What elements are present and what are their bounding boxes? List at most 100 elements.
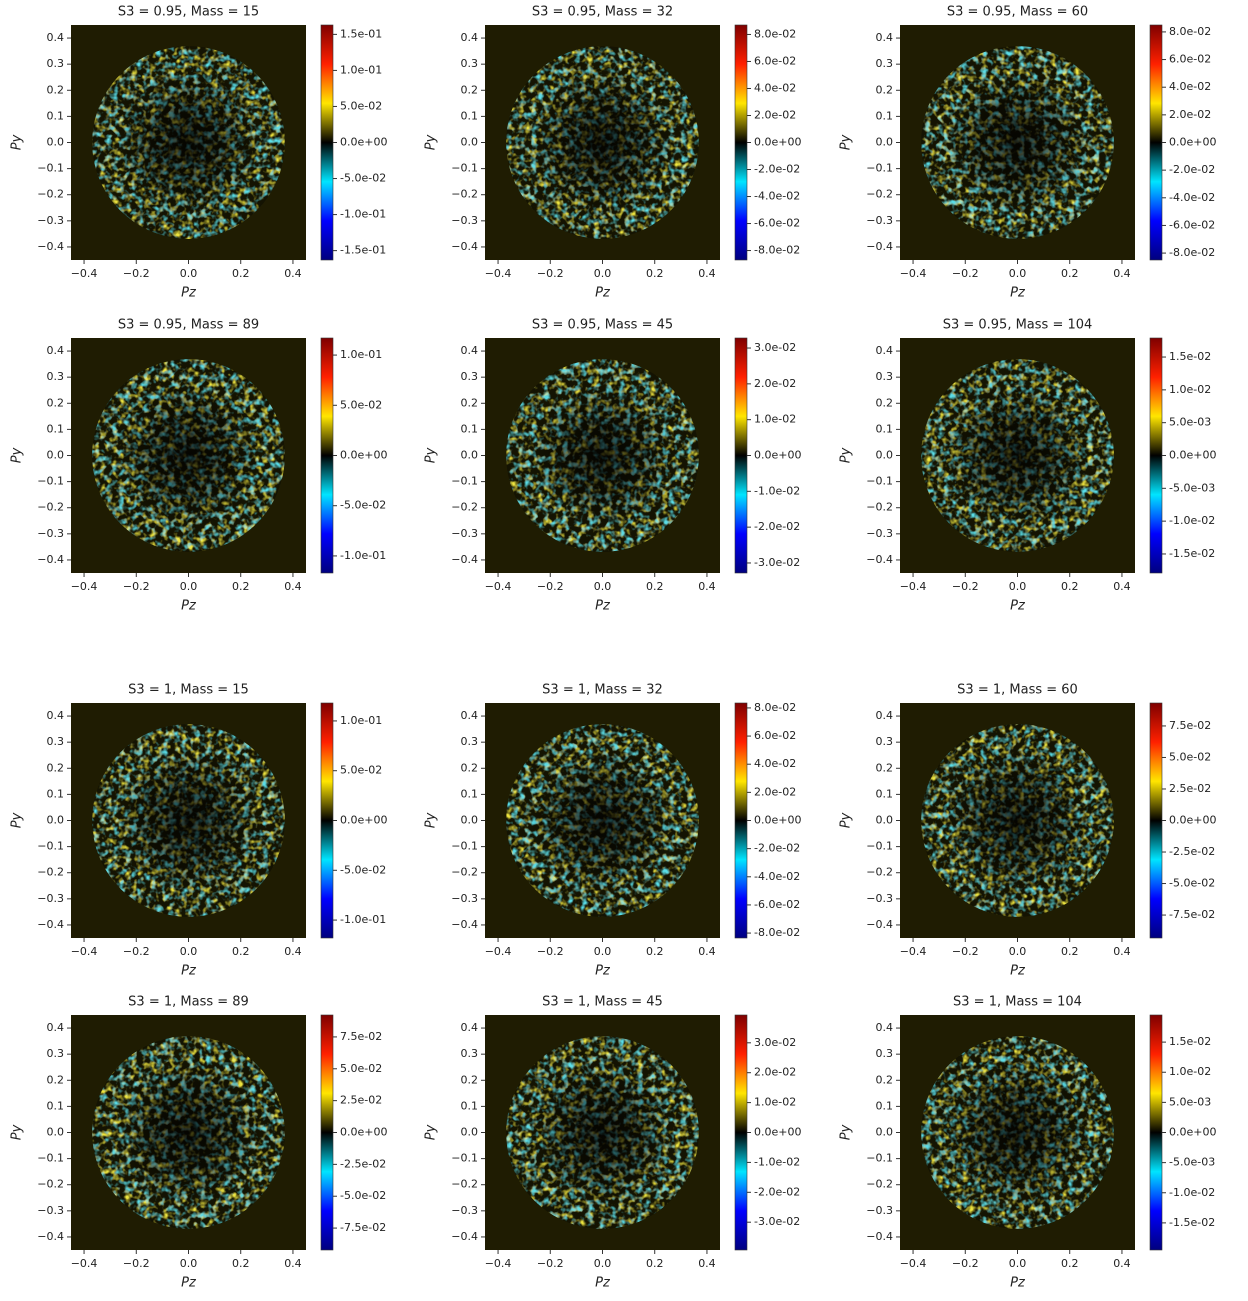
y-tick-label: −0.3 [866, 527, 893, 540]
x-tick-label: −0.4 [71, 580, 98, 593]
y-tick-label: −0.1 [451, 840, 478, 853]
x-tick-label: −0.4 [485, 267, 512, 280]
colorbar-tick-label: -2.0e-02 [1169, 163, 1215, 176]
panel-title: S3 = 0.95, Mass = 15 [118, 5, 259, 20]
colorbar-tick-label: -2.5e-02 [340, 1157, 386, 1170]
x-tick-label: 0.0 [1009, 580, 1027, 593]
panel: S3 = 0.95, Mass = 104 −0.4 −0.2 0.0 0.2 0.4 −0… [839, 318, 1217, 614]
colorbar-tick-label: 0.0e+00 [754, 1126, 801, 1139]
y-tick-label: 0.4 [876, 31, 894, 44]
x-tick-label: 0.4 [1113, 267, 1131, 280]
colorbar-tick-label: -8.0e-02 [754, 244, 800, 257]
colorbar-tick-label: -6.0e-02 [754, 898, 800, 911]
colorbar-tick-label: -4.0e-02 [754, 870, 800, 883]
colorbar-tick-label: -2.5e-02 [1169, 845, 1215, 858]
colorbar-tick-label: 1.0e-01 [340, 348, 382, 361]
y-tick-label: 0.3 [461, 1047, 479, 1060]
disk-core [530, 383, 675, 528]
y-tick-label: −0.4 [451, 240, 478, 253]
panel: S3 = 1, Mass = 104 −0.4 −0.2 0.0 0.2 0.4 −0.4 −… [839, 995, 1217, 1291]
x-tick-label: −0.4 [900, 1257, 927, 1270]
x-tick-label: −0.2 [537, 267, 564, 280]
y-tick-label: 0.4 [461, 709, 479, 722]
y-tick-label: 0.2 [47, 761, 65, 774]
heatmap-disk [92, 724, 285, 917]
colorbar-tick-label: -8.0e-02 [1169, 246, 1215, 259]
colorbar-tick-label: -5.0e-02 [340, 172, 386, 185]
x-tick-label: 0.4 [284, 580, 302, 593]
colorbar-tick-label: 4.0e-02 [754, 81, 796, 94]
y-tick-label: −0.2 [866, 1178, 893, 1191]
disk-core [116, 748, 261, 893]
y-tick-label: 0.0 [876, 136, 894, 149]
heatmap-disk [921, 724, 1114, 917]
y-tick-label: 0.0 [876, 449, 894, 462]
x-tick-label: −0.4 [900, 267, 927, 280]
x-tick-label: −0.4 [900, 580, 927, 593]
y-tick-label: 0.4 [47, 344, 65, 357]
heatmap-disk [92, 1036, 285, 1229]
colorbar [734, 1014, 748, 1251]
x-axis-label: Pz [1010, 964, 1026, 979]
colorbar-tick-label: -1.0e-02 [1169, 1186, 1215, 1199]
x-tick-label: 0.0 [594, 1257, 612, 1270]
colorbar-tick-label: 0.0e+00 [340, 1126, 387, 1139]
y-tick-label: 0.4 [876, 709, 894, 722]
panel-title: S3 = 0.95, Mass = 45 [532, 318, 673, 333]
colorbar-tick-label: 5.0e-02 [340, 1062, 382, 1075]
x-tick-label: −0.2 [123, 580, 150, 593]
y-tick-label: 0.3 [876, 1047, 894, 1060]
panel-title: S3 = 0.95, Mass = 89 [118, 318, 259, 333]
x-axis-label: Pz [1010, 286, 1026, 301]
colorbar-tick-label: 2.0e-02 [754, 108, 796, 121]
colorbar-tick-label: 5.0e-03 [1169, 1095, 1211, 1108]
x-tick-label: 0.2 [646, 1257, 664, 1270]
y-tick-label: 0.1 [876, 787, 894, 800]
x-tick-label: 0.0 [1009, 1257, 1027, 1270]
disk-core [116, 70, 261, 215]
y-tick-label: −0.3 [866, 892, 893, 905]
y-tick-label: 0.0 [47, 814, 65, 827]
y-tick-label: 0.1 [47, 109, 65, 122]
y-axis-label: Py [424, 134, 439, 150]
y-tick-label: 0.3 [47, 1047, 65, 1060]
y-axis-label: Py [424, 447, 439, 463]
heatmap-disk [506, 359, 699, 552]
y-tick-label: 0.3 [876, 735, 894, 748]
panel: S3 = 1, Mass = 89 −0.4 −0.2 0.0 0.2 0.4 −0.4 −0… [10, 995, 388, 1291]
x-tick-label: 0.0 [180, 267, 198, 280]
colorbar [1149, 702, 1163, 939]
panel-title: S3 = 1, Mass = 60 [957, 683, 1078, 698]
y-tick-label: 0.0 [461, 136, 479, 149]
colorbar-tick-label: -8.0e-02 [754, 926, 800, 939]
colorbar-tick-label: -6.0e-02 [754, 217, 800, 230]
y-tick-label: 0.1 [47, 1099, 65, 1112]
colorbar-tick-label: 0.0e+00 [754, 814, 801, 827]
panel-title: S3 = 1, Mass = 104 [953, 995, 1082, 1010]
y-axis-label: Py [10, 134, 25, 150]
x-tick-label: 0.2 [232, 267, 250, 280]
x-axis-label: Pz [1010, 599, 1026, 614]
colorbar-tick-label: 2.0e-02 [754, 785, 796, 798]
x-tick-label: 0.0 [594, 945, 612, 958]
disk-core [116, 1060, 261, 1205]
heatmap-disk [921, 46, 1114, 239]
colorbar-tick-label: -3.0e-02 [754, 556, 800, 569]
panel-title: S3 = 0.95, Mass = 32 [532, 5, 673, 20]
x-tick-label: −0.2 [952, 267, 979, 280]
y-tick-label: −0.2 [37, 501, 64, 514]
colorbar-tick-label: 0.0e+00 [754, 449, 801, 462]
colorbar-tick-label: 2.5e-02 [340, 1094, 382, 1107]
x-tick-label: −0.4 [485, 1257, 512, 1270]
colorbar [734, 702, 748, 939]
y-tick-label: 0.4 [876, 344, 894, 357]
disk-core [530, 1060, 675, 1205]
colorbar-tick-label: -5.0e-03 [1169, 481, 1215, 494]
y-tick-label: −0.2 [451, 866, 478, 879]
y-tick-label: 0.1 [876, 109, 894, 122]
y-tick-label: 0.2 [461, 761, 479, 774]
y-tick-label: −0.4 [866, 553, 893, 566]
y-tick-label: 0.2 [461, 1073, 479, 1086]
y-tick-label: −0.1 [37, 840, 64, 853]
x-tick-label: 0.0 [180, 580, 198, 593]
